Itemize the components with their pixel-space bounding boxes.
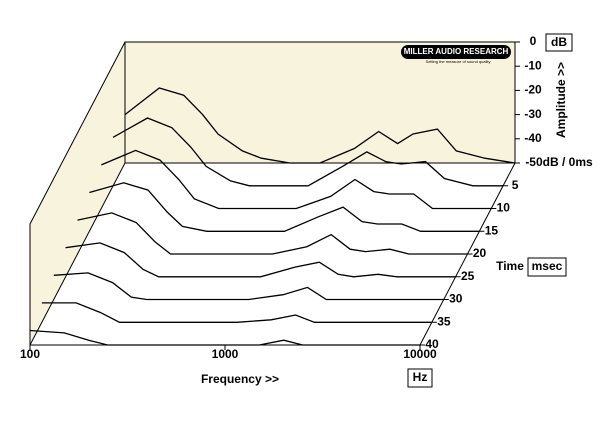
t-tick-label: 20 — [473, 246, 487, 260]
unit-box — [407, 368, 433, 388]
decay-slice — [124, 87, 516, 164]
t-tick-label: 40 — [425, 337, 439, 351]
side-wall — [29, 41, 126, 346]
t-tick-label: 35 — [437, 314, 451, 328]
t-unit: msec — [532, 259, 563, 273]
t-tick-label: 25 — [461, 269, 475, 283]
y-tick-label: -10 — [524, 58, 542, 72]
unit-box — [527, 257, 567, 277]
y-tick-label: -20 — [524, 83, 542, 97]
decay-slice — [53, 272, 444, 301]
t-tick-label: 15 — [485, 223, 499, 237]
y-tick-label: -30 — [524, 107, 542, 121]
decay-slice — [65, 242, 456, 278]
decay-slice — [77, 212, 468, 255]
decay-slice — [29, 329, 420, 346]
y-axis-title: Amplitude >> — [554, 62, 568, 138]
logo-badge — [401, 45, 511, 59]
decay-slice — [89, 182, 480, 232]
y-unit: dB — [551, 35, 567, 49]
t-tick-label: 5 — [512, 178, 519, 192]
x-tick-label: 1000 — [212, 347, 239, 361]
y-tick-label: 0 — [530, 34, 537, 48]
tagline: Setting the measure of sound quality — [426, 59, 491, 64]
x-unit: Hz — [413, 370, 428, 384]
t-tick-label: 10 — [497, 201, 511, 215]
x-tick-label: 10000 — [403, 347, 437, 361]
unit-box — [545, 33, 573, 52]
logo: MILLER AUDIO RESEARCH — [404, 47, 509, 56]
decay-slice — [41, 302, 432, 323]
decay-slice — [112, 117, 504, 187]
decay-slice — [101, 149, 492, 210]
t-axis-title: Time — [496, 259, 524, 273]
y-tick-label: -50dB / 0ms — [525, 155, 593, 169]
t-tick-label: 30 — [449, 292, 463, 306]
x-tick-label: 100 — [20, 347, 40, 361]
y-tick-label: -40 — [524, 131, 542, 145]
x-axis-title: Frequency >> — [201, 372, 279, 386]
